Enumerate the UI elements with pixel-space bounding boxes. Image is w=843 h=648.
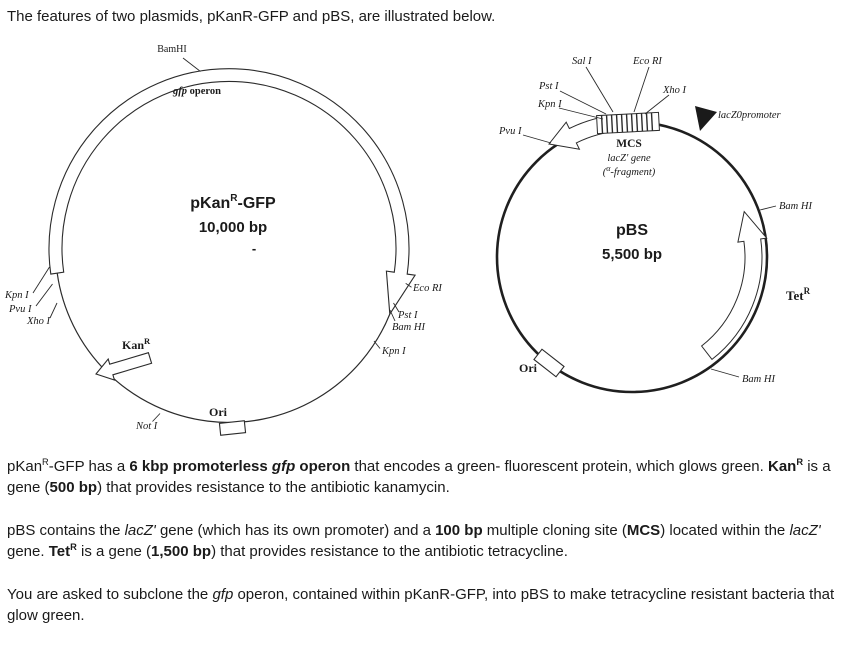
kpni-label-pbs: Kpn I xyxy=(537,99,562,110)
noti-label: Not I xyxy=(135,421,158,432)
pbs-ori-box xyxy=(533,348,565,378)
ecori-label: Eco RI xyxy=(412,283,442,294)
paragraph-task: You are asked to subclone the gfp operon… xyxy=(7,586,835,624)
pvui-left-tick xyxy=(35,283,53,307)
plasmid-diagrams: BamHI gfp operon pKanR-GFP 10,000 bp - E… xyxy=(4,44,812,436)
psti-line xyxy=(559,90,607,115)
bamhi-lower-label: Bam HI xyxy=(742,374,775,385)
psti-label: Pst I xyxy=(397,310,418,321)
bamhi-right-tick xyxy=(389,309,396,322)
mcs-hatching xyxy=(600,112,654,134)
tetr-label: TetR xyxy=(786,286,811,303)
bamhi-lower-tick xyxy=(710,368,740,378)
xhoi-line xyxy=(644,94,670,115)
promoter-label: lacZ0promoter xyxy=(718,110,782,121)
pkan-backbone-arc xyxy=(56,273,391,424)
pbs-ori-label: Ori xyxy=(519,361,538,375)
ecori-tick xyxy=(405,283,412,288)
kpni-left-label: Kpn I xyxy=(4,290,29,301)
mcs-box xyxy=(596,111,660,135)
pkan-dash: - xyxy=(252,241,256,256)
lacz-gene-label: lacZ' gene xyxy=(607,153,651,164)
pkan-ori-label: Ori xyxy=(209,405,228,419)
kpni-right-label: Kpn I xyxy=(381,346,406,357)
paragraph-pbs-description: pBS contains the lacZ' gene (which has i… xyxy=(7,522,821,560)
xhoi-left-tick xyxy=(49,302,58,319)
body-text: pKanR-GFP has a 6 kbp promoterless gfp o… xyxy=(7,456,835,648)
kpni-right-tick xyxy=(373,340,381,349)
pvui-line xyxy=(522,134,552,144)
pkan-name: pKanR-GFP xyxy=(190,193,276,212)
bamhi-right-label: Bam HI xyxy=(392,322,425,333)
ecori-line xyxy=(633,66,650,113)
pvui-left-label: Pvu I xyxy=(8,304,32,315)
pvui-label-pbs: Pvu I xyxy=(498,126,522,137)
bamhi-upper-label: Bam HI xyxy=(779,201,812,212)
noti-tick xyxy=(152,413,161,422)
bamhi-upper-tick xyxy=(759,205,777,211)
kpni-left-tick xyxy=(32,266,50,294)
sali-label: Sal I xyxy=(572,56,592,67)
pbs-size: 5,500 bp xyxy=(602,246,662,263)
mcs-label: MCS xyxy=(616,138,642,150)
tetr-gene-arrow xyxy=(700,210,768,361)
promoter-triangle-icon xyxy=(695,106,717,131)
gfp-operon-label: gfp operon xyxy=(172,86,221,97)
pkan-size: 10,000 bp xyxy=(199,219,267,236)
pkan-ori-box xyxy=(218,420,247,436)
paragraph-pkan-description: pKanR-GFP has a 6 kbp promoterless gfp o… xyxy=(7,457,831,496)
ecori-label-pbs: Eco RI xyxy=(632,56,662,67)
sali-line xyxy=(585,66,614,113)
psti-label-pbs: Pst I xyxy=(538,81,559,92)
intro-text: The features of two plasmids, pKanR-GFP … xyxy=(7,8,496,25)
alpha-fragment-label: (α-fragment) xyxy=(603,164,656,178)
xhoi-label-pbs: Xho I xyxy=(662,85,687,96)
kanr-gene-arrow xyxy=(95,352,153,381)
bamhi-top-tick xyxy=(182,57,201,72)
pbs-name: pBS xyxy=(616,222,648,239)
gfp-operon-arrow xyxy=(48,68,417,316)
kanr-label: KanR xyxy=(122,336,151,352)
psti-tick xyxy=(393,302,400,313)
kpni-line xyxy=(558,107,604,120)
pkan-gfp-plasmid-map: BamHI gfp operon pKanR-GFP 10,000 bp - E… xyxy=(4,44,442,436)
bamhi-top-label: BamHI xyxy=(157,44,186,55)
xhoi-left-label: Xho I xyxy=(26,316,51,327)
pbs-plasmid-map: lacZ0promoter Sal I Eco RI Xho I Pst I K… xyxy=(495,56,812,394)
